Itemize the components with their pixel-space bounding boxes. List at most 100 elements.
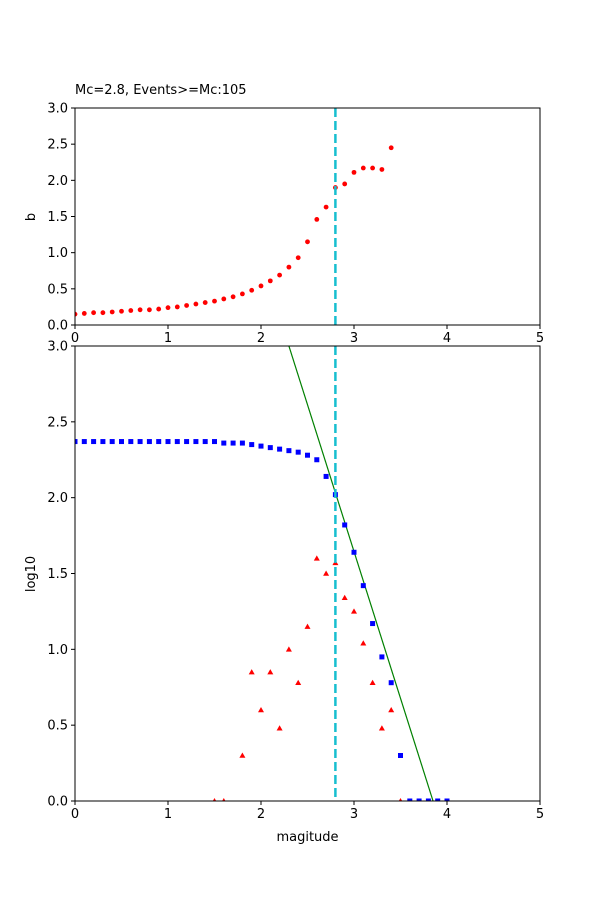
bottom-x-tick-label: 5 [536,807,544,822]
bottom-series-0-point [258,443,264,449]
top-series-0-point [258,283,264,289]
bottom-series-1-point [239,752,246,758]
fit-line [288,346,434,801]
bottom-series-1-point [248,669,255,675]
bottom-series-0-point [119,439,124,445]
top-y-tick-label: 2.5 [47,138,68,153]
top-series-0-point [174,304,180,310]
top-series-0-point [286,264,292,270]
top-series-0-point [128,308,134,313]
top-x-tick-label: 3 [350,331,358,346]
top-x-tick-label: 1 [164,331,172,346]
bottom-x-tick-label: 4 [443,807,451,822]
top-series-0-point [240,291,245,297]
top-series-0-point [137,307,143,313]
top-y-tick-label: 0.0 [47,319,68,334]
top-series-0-point [267,278,273,284]
bottom-series-0-point [425,798,431,801]
bottom-y-tick-label: 0.0 [47,795,68,810]
bottom-series-1-point [313,555,320,561]
top-chart-title: Mc=2.8, Events>=Mc:105 [75,83,247,98]
bottom-y-axis-label: log10 [24,556,39,592]
bottom-series-0-point [398,753,403,758]
bottom-series-1-point [351,608,357,614]
top-series-0-point [119,308,124,314]
bottom-series-1-point [378,725,385,731]
top-series-0-point [388,145,394,151]
bottom-series-0-point [277,446,283,452]
top-series-0-point [305,239,310,245]
top-series-0-point [230,294,236,300]
bottom-x-tick-label: 3 [350,807,358,822]
bottom-series-0-point [351,549,357,555]
bottom-series-0-point [81,439,87,445]
top-series-0-point [165,305,171,311]
top-series-0-point [360,165,366,171]
bottom-series-1-point [369,679,376,685]
top-series-0-point [249,287,255,293]
bottom-x-tick-label: 1 [164,807,172,822]
bottom-y-tick-label: 2.0 [47,491,68,506]
bottom-y-tick-label: 1.0 [47,643,68,658]
bottom-series-0-point [295,449,301,455]
bottom-series-0-point [202,439,208,445]
top-plot-area: 0 1 2 3 4 5 0.0 0.5 1.0 1.5 2.0 2.5 3.0 [47,102,544,347]
bottom-series-0-point [91,439,97,445]
bottom-series-1-point [267,669,274,675]
top-series-0-point [277,272,282,278]
top-x-tick-label: 2 [257,331,265,346]
bottom-series-1-point [222,798,226,801]
bottom-series-1-point [276,725,283,731]
top-y-tick-label: 1.0 [47,246,68,261]
top-series-0-point [147,307,152,313]
bottom-series-0-point [165,439,171,445]
bottom-series-0-point [249,442,255,448]
top-x-tick-label: 5 [536,331,544,346]
bottom-series-0-point [109,439,115,445]
top-series-0-point [184,303,190,308]
bottom-series-1-point [295,679,302,685]
top-series-0-point [342,181,348,187]
top-y-tick-label: 1.5 [47,210,68,225]
top-series-0-point [351,169,357,175]
top-series-0-point [379,167,385,172]
bottom-series-0-point [342,522,348,528]
bottom-series-1-point [388,707,395,713]
bottom-series-0-point [286,448,292,454]
bottom-series-0-point [128,439,134,445]
bottom-y-tick-label: 1.5 [47,567,68,582]
bottom-series-0-point [407,798,413,801]
bottom-series-0-point [75,439,78,445]
bottom-series-0-point [314,457,320,463]
bottom-series-0-point [305,452,310,458]
bottom-series-1-point [212,798,217,801]
top-y-tick-label: 2.0 [47,174,68,189]
bottom-series-0-point [221,440,227,446]
top-y-tick-label: 0.5 [47,282,68,297]
bottom-series-1-point [285,646,292,652]
top-y-tick-label: 3.0 [47,102,68,117]
top-series-0-point [91,310,96,316]
top-series-0-point [193,301,199,307]
bottom-series-0-point [388,680,394,686]
bottom-y-tick-label: 0.5 [47,719,68,734]
top-series-0-point [109,309,115,315]
bottom-series-1-point [323,570,330,576]
top-series-0-point [314,216,320,222]
bottom-series-1-point [258,707,264,713]
bottom-series-0-point [193,439,199,445]
top-series-0-point [221,296,227,302]
bottom-series-0-point [267,445,273,451]
bottom-series-0-point [444,798,450,801]
top-series-0-point [323,204,329,210]
frequency-magnitude-panel: magitude log10 0 1 2 3 4 5 0.0 0.5 1.0 1.5 2.0 2.5 3… [24,340,544,846]
top-series-0-point [370,165,375,171]
bottom-series-1-point [360,640,367,646]
bottom-series-0-point [370,621,376,627]
bottom-x-axis-label: magitude [276,830,338,845]
top-series-0-point [75,311,78,317]
top-series-0-point [156,306,162,312]
bottom-series-0-point [100,439,106,445]
top-series-0-point [202,300,208,305]
bottom-data-layer [75,346,450,801]
